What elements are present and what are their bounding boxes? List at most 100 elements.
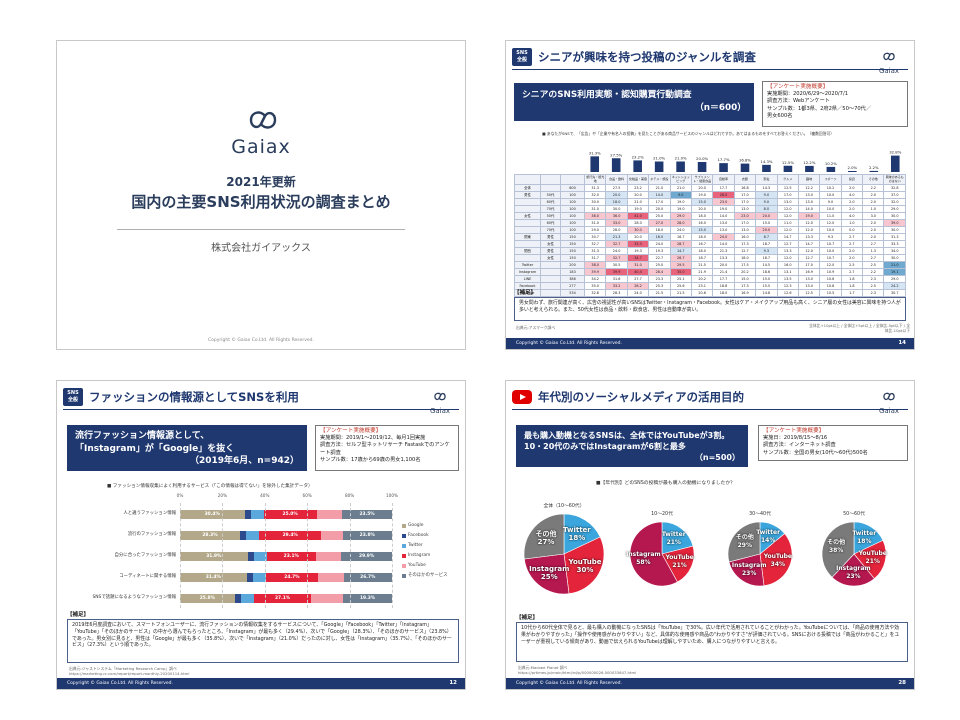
table-cell: 14.0 <box>648 191 671 199</box>
legend-label: Twitter <box>408 543 423 548</box>
table-cell: 10.7 <box>819 240 842 248</box>
table-cell: 2.7 <box>840 240 864 248</box>
bar-segment: 24.7% <box>265 572 319 582</box>
genre-bar-label: 12.2% <box>803 160 815 165</box>
table-cell: 25.3 <box>648 282 671 290</box>
genre-cross-table: 旅行先・観光地 食品・飲料 化粧品・美容 ホテル・旅館 ネットショッピング サプリメント・… <box>514 174 906 297</box>
table-cell: 9.0 <box>755 198 778 206</box>
info-line: 実施期間：2019/1〜2019/12、毎月1回実施 <box>320 435 426 442</box>
slide-header: SNS 全般 シニアが興味を持つ投稿のジャンルを調査 Gaiax <box>512 46 908 75</box>
category-label: 人と違うファッション情報 <box>123 511 176 516</box>
row-label: 関西 <box>514 247 541 255</box>
header-cell <box>514 174 541 185</box>
survey-info-box: 【アンケート実施概要】 実施日：2019/8/15〜8/16 調査方法：インター… <box>758 425 908 461</box>
column-header: スポーツ <box>819 174 842 185</box>
pie-slice-label: その他 29% <box>736 534 754 550</box>
table-cell: 8.7 <box>755 233 778 241</box>
legend-label: YouTube <box>408 563 426 568</box>
slide-footer: Copyright © Gaiax Co.Ltd. All Rights Res… <box>506 678 914 689</box>
slice-value: 30% <box>576 565 594 574</box>
genre-bar <box>740 163 750 172</box>
headline-line-1: 最も購入動機となるSNSは、全体ではYouTubeが3割。 <box>524 431 730 440</box>
row-label <box>540 184 561 192</box>
table-cell: 25.1 <box>669 275 692 283</box>
table-cell: 2.0 <box>840 254 864 262</box>
pie-slice <box>759 533 793 587</box>
table-cell: 17.3 <box>733 282 757 290</box>
table-cell: 16.7 <box>669 233 692 241</box>
table-row: 女性 50代 100 38.0 36.0 41.0 25.0 29.0 18.0 14.0 23.0… <box>514 212 906 220</box>
row-label <box>514 226 541 234</box>
row-label: Instagram <box>514 268 541 276</box>
table-cell: 21.0 <box>626 198 650 206</box>
table-cell: 2.0 <box>862 198 885 206</box>
row-label: 60代 <box>540 198 561 206</box>
table-cell: 25.6 <box>669 282 692 290</box>
slide-sns-purchase-motive[interactable]: 年代別のソーシャルメディアの活用目的 Gaiax 最も購入動機となるSNSは、全… <box>505 380 915 690</box>
pie-slice <box>563 513 601 555</box>
table-cell: 14.0 <box>712 212 735 220</box>
row-label <box>514 240 541 248</box>
table-cell: 2.0 <box>862 226 885 234</box>
row-label: 50代 <box>540 191 561 199</box>
bar-segment <box>318 572 344 582</box>
bar-segment <box>246 572 253 582</box>
legend-item: Google <box>402 521 462 531</box>
table-cell: 38.0 <box>583 212 607 220</box>
legend-swatch <box>402 574 406 578</box>
bar-segment <box>254 551 267 561</box>
row-label: 183 <box>560 268 585 276</box>
table-cell: 12.5 <box>797 289 821 297</box>
genre-bar <box>805 165 814 172</box>
column-header: 趣味 <box>797 174 821 185</box>
table-cell: 2.0 <box>840 198 864 206</box>
grid-line <box>392 503 393 608</box>
legend-label: Google <box>408 523 424 528</box>
gaiax-logo: Gaiax <box>872 47 906 75</box>
copyright: Copyright © Gaiax Co.Ltd. All Rights Res… <box>516 681 622 686</box>
table-cell: 12.0 <box>819 219 842 227</box>
bar-segment <box>244 509 251 519</box>
slide-senior-genres[interactable]: SNS 全般 シニアが興味を持つ投稿のジャンルを調査 Gaiax シニアのSNS… <box>505 40 915 350</box>
table-cell: 18.0 <box>690 247 714 255</box>
pie-chart <box>821 521 887 587</box>
pie-slice-label: Instagram 23% <box>836 565 871 581</box>
genre-bar-label: 2.0% <box>848 165 858 170</box>
table-cell: 31.3 <box>583 184 607 192</box>
sns-badge: SNS 全般 <box>512 48 532 66</box>
pie-slice-label: その他 38% <box>827 539 845 555</box>
slide-fashion-sources[interactable]: SNS 全般 ファッションの情報源としてSNSを利用 Gaiax 流行ファッショ… <box>56 380 466 690</box>
table-cell: 39.0 <box>883 219 906 227</box>
genre-bar-chart: 31.3% 27.5% 23.2% 21.0% 21.0% 20.0% 17.7% 16.8%… <box>589 150 902 172</box>
table-cell: 14.0 <box>712 240 735 248</box>
table-row: Facebook 277 35.0 33.2 28.2 25.3 25.6 23.1 18.8 1… <box>514 282 906 290</box>
table-cell: 27.7 <box>626 275 650 283</box>
table-cell: 1.8 <box>840 282 864 290</box>
bar-segment <box>241 593 254 603</box>
badge-line-2: 全般 <box>516 57 527 63</box>
table-cell: 28.4 <box>648 268 671 276</box>
slice-value: 23% <box>742 569 757 577</box>
row-label: 386 <box>560 275 585 283</box>
bar-segment <box>246 530 260 540</box>
row-label <box>540 261 561 269</box>
table-cell: 20.0 <box>626 191 650 199</box>
table-cell: 20.0 <box>626 233 650 241</box>
table-cell: 17.0 <box>648 198 671 206</box>
table-row: 男性 50代 100 32.0 20.0 20.0 14.0 9.0 19.0 28.0 17.0 9… <box>514 191 906 199</box>
genre-bar-label: 32.8% <box>889 150 901 155</box>
row-label: LINE <box>514 275 541 283</box>
table-cell: 4.0 <box>840 212 864 220</box>
copyright: Copyright © Gaiax Co.Ltd. All Rights Res… <box>208 338 314 343</box>
table-cell: 28.7 <box>669 240 692 248</box>
table-cell: 18.0 <box>712 289 735 297</box>
slide-cover[interactable]: Gaiax 2021年更新 国内の主要SNS利用状況の調査まとめ 株式会社ガイア… <box>56 40 466 350</box>
table-cell: 14.8 <box>755 289 778 297</box>
table-cell: 12.0 <box>776 205 799 213</box>
pie-slice-label: YouTube 21% <box>859 550 887 566</box>
table-cell: 26.7 <box>669 254 692 262</box>
genre-bar-label: 23.2% <box>632 154 644 159</box>
table-cell: 28.0 <box>626 219 650 227</box>
table-cell: 17.7 <box>712 184 735 192</box>
genre-bar <box>697 162 707 172</box>
